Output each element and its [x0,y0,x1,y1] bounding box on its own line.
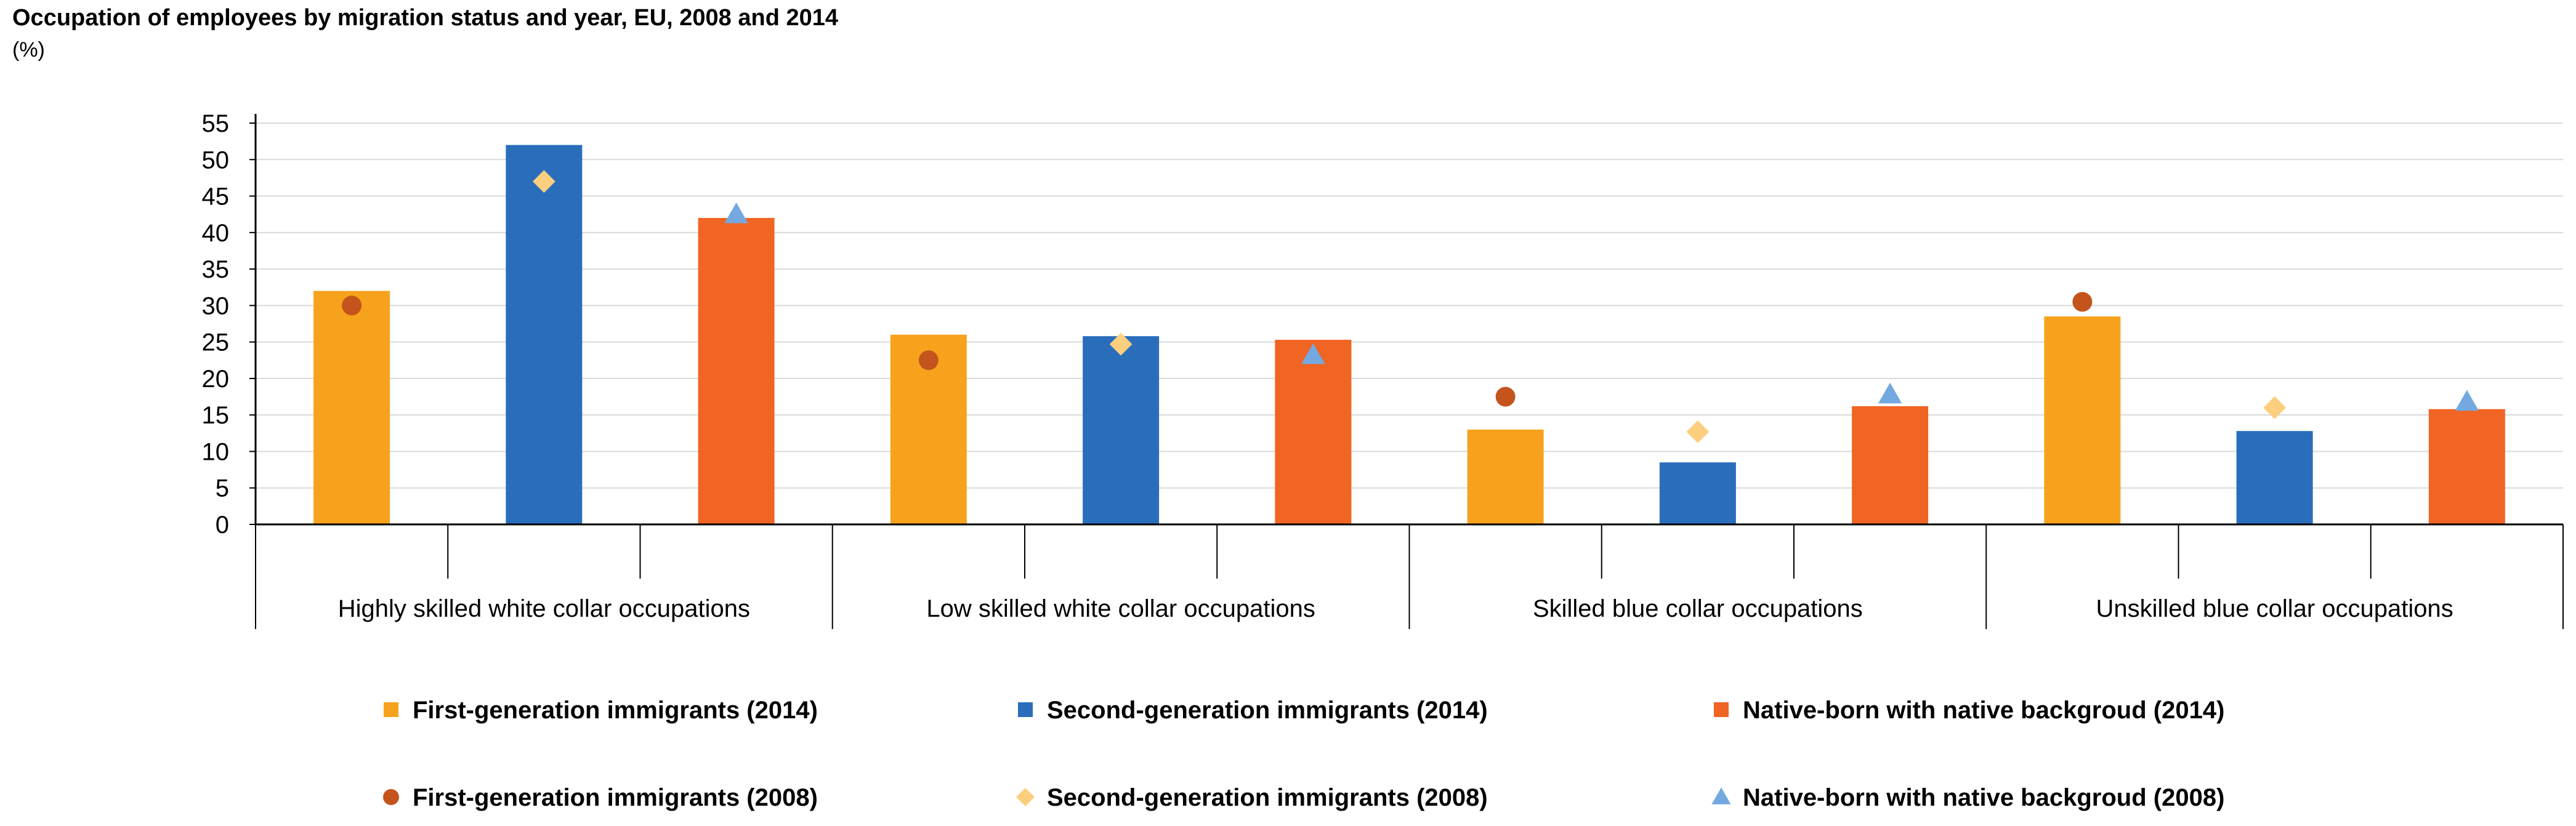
bar-s1-c0 [506,145,583,525]
x-category-label-3: Unskilled blue collar occupations [2096,595,2453,622]
x-category-label-2: Skilled blue collar occupations [1533,595,1863,622]
bar-s0-c2 [1467,429,1544,524]
x-category-label-1: Low skilled white collar occupations [926,595,1315,622]
legend-swatch-4 [1016,788,1035,806]
y-tick-label-35: 35 [202,256,230,283]
marker-s1-c1 [1109,332,1133,356]
x-axis-categories: Highly skilled white collar occupations L… [338,595,2453,622]
marker-s1-c2 [1686,420,1710,443]
legend-swatch-5 [1711,787,1731,804]
bar-s2-c0 [698,218,775,524]
legend-swatch-2 [1714,702,1729,717]
legend: First-generation immigrants (2014) Second… [383,697,2224,811]
marker-s2-c0 [724,202,748,223]
bar-s0-c0 [313,291,390,524]
legend-swatch-1 [1018,702,1033,717]
y-tick-label-20: 20 [202,366,230,393]
marker-s2-c3 [2455,390,2479,411]
marker-s2-c1 [1301,343,1325,364]
chart-unit: (%) [12,38,45,62]
legend-swatch-0 [384,702,398,717]
x-category-label-0: Highly skilled white collar occupations [338,595,750,622]
bars [313,145,2505,525]
bar-s1-c2 [1659,462,1736,524]
bar-s1-c1 [1083,336,1160,524]
marker-s0-c0 [342,295,362,316]
legend-swatch-3 [383,789,399,805]
marker-s0-c3 [2072,292,2093,312]
y-tick-label-55: 55 [202,110,230,137]
marker-s0-c1 [918,350,939,371]
legend-label-2: Native-born with native backgroud (2014) [1743,697,2224,724]
legend-label-5: Native-born with native backgroud (2008) [1743,784,2224,811]
bar-s0-c3 [2044,316,2121,524]
marker-s1-c3 [2263,396,2287,419]
bar-s2-c3 [2428,409,2505,524]
y-tick-label-10: 10 [202,438,230,465]
y-tick-label-25: 25 [202,329,230,356]
y-tick-label-45: 45 [202,183,230,211]
bar-s2-c2 [1852,406,1929,524]
y-axis-ticks: 0 5 10 15 20 25 30 35 40 45 50 55 [202,110,230,539]
legend-label-0: First-generation immigrants (2014) [413,697,818,724]
markers [342,170,2479,443]
y-tick-label-0: 0 [216,511,229,539]
legend-label-3: First-generation immigrants (2008) [413,784,818,811]
bar-s2-c1 [1275,340,1352,524]
marker-s2-c2 [1878,382,1902,404]
bar-s1-c3 [2236,431,2313,524]
legend-label-1: Second-generation immigrants (2014) [1047,697,1488,724]
y-tick-label-5: 5 [216,475,229,502]
y-tick-label-30: 30 [202,292,230,319]
y-tick-label-40: 40 [202,220,230,247]
gridlines [256,122,2563,489]
axes [249,114,2564,629]
marker-s0-c2 [1495,387,1516,407]
y-tick-label-50: 50 [202,146,230,174]
y-tick-label-15: 15 [202,402,230,429]
chart-title: Occupation of employees by migration sta… [12,5,839,31]
marker-s1-c0 [532,170,555,193]
legend-label-4: Second-generation immigrants (2008) [1047,784,1488,811]
